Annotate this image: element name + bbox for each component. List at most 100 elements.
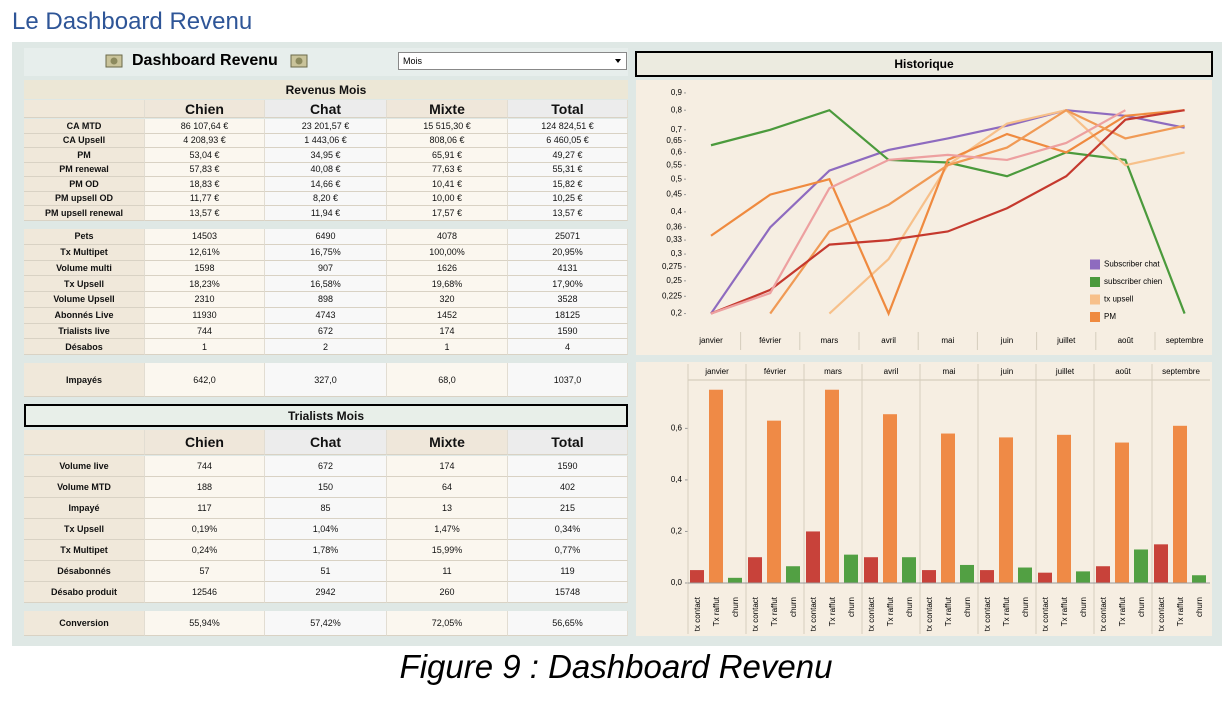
row-label: Volume live: [24, 456, 145, 477]
period-dropdown[interactable]: Mois: [398, 52, 627, 70]
table-cell: 4743: [265, 307, 387, 324]
header-blank: [24, 100, 145, 118]
table-cell: 49,27 €: [508, 148, 628, 163]
table-cell: 1 443,06 €: [265, 133, 387, 148]
bar: [922, 570, 936, 583]
row-label: CA MTD: [24, 119, 145, 134]
table-cell: 72,05%: [387, 611, 508, 636]
table-cell: 15,99%: [387, 540, 508, 561]
table-title: Trialists Mois: [24, 404, 628, 427]
column-header: Mixte: [387, 430, 508, 455]
bar: [1115, 442, 1129, 583]
row-label: Conversion: [24, 611, 145, 636]
row-label: PM renewal: [24, 162, 145, 177]
table-cell: 68,0: [387, 363, 508, 397]
table-cell: 18,83 €: [145, 177, 265, 192]
bar-category-label: tx contact: [1041, 596, 1050, 631]
table-cell: 1,04%: [265, 519, 387, 540]
legend-swatch: [1090, 312, 1100, 322]
bar-category-label: Tx raffut: [770, 596, 779, 626]
table-cell: 150: [265, 477, 387, 498]
table-cell: 57,42%: [265, 611, 387, 636]
money-icon: [290, 54, 308, 68]
legend-label: Subscriber chat: [1104, 260, 1160, 269]
row-label: Abonnés Live: [24, 307, 145, 324]
y-tick-label: 0,5: [671, 174, 683, 183]
line-chart-bg: [636, 80, 1212, 355]
table-cell: 1590: [508, 456, 628, 477]
bar-category-label: tx contact: [809, 596, 818, 631]
bar-category-label: tx contact: [751, 596, 760, 631]
bar-category-label: Tx raffut: [1002, 596, 1011, 626]
table-cell: 4131: [508, 260, 628, 277]
bar-category-label: churn: [1021, 597, 1030, 617]
table-cell: 174: [387, 456, 508, 477]
bar: [1096, 566, 1110, 583]
column-header: Mixte: [387, 100, 508, 118]
table-cell: 40,08 €: [265, 162, 387, 177]
y-tick-label: 0,9: [671, 88, 683, 97]
table-cell: 100,00%: [387, 244, 508, 261]
table-cell: 15 515,30 €: [387, 119, 508, 134]
bar: [767, 420, 781, 583]
series-line: [710, 109, 1126, 315]
legend-label: PM: [1104, 312, 1116, 321]
row-label: Pets: [24, 229, 145, 245]
x-tick-label: avril: [881, 336, 896, 345]
bar-category-label: Tx raffut: [1176, 596, 1185, 626]
x-tick-label: juin: [1000, 336, 1013, 345]
table-cell: 4: [508, 339, 628, 355]
x-tick-label: juillet: [1056, 336, 1076, 345]
panel-label: septembre: [1162, 367, 1200, 376]
bar: [960, 564, 974, 583]
series-line: [710, 109, 1185, 315]
table-cell: 11930: [145, 307, 265, 324]
bar-category-label: churn: [905, 597, 914, 617]
panel-label: janvier: [704, 367, 729, 376]
y-tick-label: 0,225: [662, 291, 683, 300]
row-label: Tx Upsell: [24, 519, 145, 540]
x-tick-label: mai: [941, 336, 954, 345]
bar: [748, 557, 762, 583]
table-cell: 34,95 €: [265, 148, 387, 163]
table-cell: 11: [387, 561, 508, 582]
row-label: Trialists live: [24, 323, 145, 340]
bar: [1192, 575, 1206, 583]
table-cell: 119: [508, 561, 628, 582]
table-cell: 85: [265, 498, 387, 519]
bar-category-label: tx contact: [983, 596, 992, 631]
table-cell: 260: [387, 582, 508, 603]
figure-caption: Figure 9 : Dashboard Revenu: [399, 648, 833, 685]
y-tick-label: 0,33: [666, 235, 682, 244]
bar-category-label: tx contact: [693, 596, 702, 631]
y-tick-label: 0,8: [671, 105, 683, 114]
table-cell: 1,78%: [265, 540, 387, 561]
table-cell: 17,90%: [508, 276, 628, 292]
y-tick-label: 0,4: [671, 475, 683, 484]
table-cell: 642,0: [145, 363, 265, 397]
table-cell: 402: [508, 477, 628, 498]
row-label: Tx Upsell: [24, 276, 145, 292]
bar: [844, 554, 858, 583]
table-title: Revenus Mois: [24, 80, 628, 99]
bar: [980, 570, 994, 583]
table-cell: 53,04 €: [145, 148, 265, 163]
table-cell: 18,23%: [145, 276, 265, 292]
bar-category-label: tx contact: [925, 596, 934, 631]
table-cell: 124 824,51 €: [508, 119, 628, 134]
table-cell: 320: [387, 292, 508, 308]
bar: [1076, 571, 1090, 583]
table-cell: 174: [387, 323, 508, 340]
table-cell: 2: [265, 339, 387, 355]
table-cell: 19,68%: [387, 276, 508, 292]
row-label: PM upsell renewal: [24, 206, 145, 221]
dropdown-value: Mois: [403, 56, 423, 66]
x-tick-label: août: [1118, 336, 1134, 345]
table-cell: 11,77 €: [145, 191, 265, 206]
bar: [1018, 567, 1032, 583]
series-line: [710, 109, 1185, 315]
table-cell: 55,94%: [145, 611, 265, 636]
table-cell: 16,75%: [265, 244, 387, 261]
